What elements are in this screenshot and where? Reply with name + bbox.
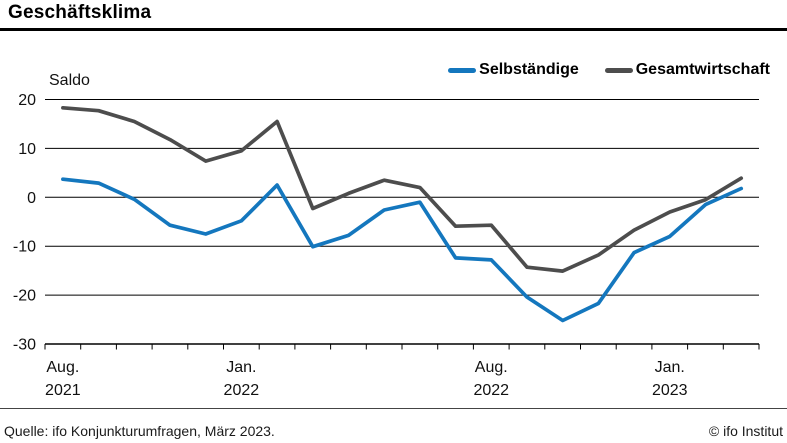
series-line-selbständige (61, 177, 744, 323)
x-tick-label-month: Aug. (475, 359, 508, 376)
copyright-note: © ifo Institut (708, 422, 783, 439)
y-tick-label: -30 (13, 337, 36, 354)
y-tick-label: 0 (27, 190, 36, 207)
x-tick-label-month: Jan. (655, 359, 685, 376)
title-divider (0, 28, 787, 31)
series-line-gesamtwirtschaft (61, 105, 744, 273)
legend-line-swatch-blue (448, 67, 477, 73)
x-tick-label-month: Jan. (226, 359, 256, 376)
legend-item-selbstaendige: Selbständige (448, 61, 579, 79)
y-tick-label: 10 (18, 141, 36, 158)
footer: Quelle: ifo Konjunkturumfragen, März 202… (0, 418, 787, 443)
x-tick-label-month: Aug. (46, 359, 79, 376)
x-tick-label-year: 2022 (224, 382, 260, 399)
legend-line-swatch-gray (604, 67, 633, 73)
source-note: Quelle: ifo Konjunkturumfragen, März 202… (4, 422, 275, 439)
x-tick-label-year: 2021 (45, 382, 81, 399)
page-title: Geschäftsklima (8, 2, 152, 23)
legend-label: Selbständige (479, 61, 579, 78)
y-tick-label: -10 (13, 239, 36, 256)
y-tick-label: 20 (18, 92, 36, 109)
x-tick-label-year: 2022 (473, 382, 509, 399)
footer-divider (0, 408, 787, 409)
legend-label: Gesamtwirtschaft (635, 61, 770, 78)
legend: Selbständige Gesamtwirtschaft (448, 61, 770, 79)
legend-item-gesamtwirtschaft: Gesamtwirtschaft (604, 61, 770, 79)
x-tick-label-year: 2023 (652, 382, 688, 399)
y-axis-title: Saldo (49, 72, 90, 89)
y-tick-label: -20 (13, 288, 36, 305)
